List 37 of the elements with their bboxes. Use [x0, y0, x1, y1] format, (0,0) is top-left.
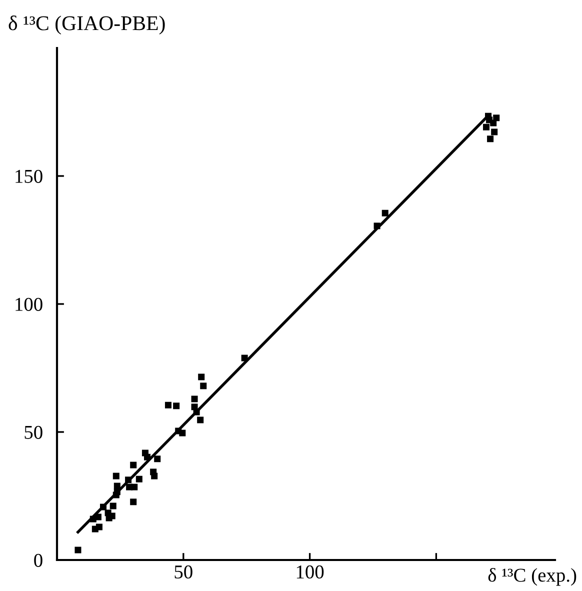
point	[491, 128, 498, 136]
point	[100, 504, 107, 510]
point	[493, 114, 500, 122]
point	[179, 430, 186, 436]
y-tick-label: 150	[16, 170, 42, 183]
y-tick-label: 50	[24, 426, 42, 439]
point	[374, 222, 380, 230]
point	[151, 472, 158, 480]
point	[130, 498, 137, 506]
point	[96, 524, 102, 530]
point	[131, 484, 138, 490]
point	[144, 454, 151, 460]
point	[114, 482, 120, 490]
point	[482, 124, 490, 130]
point	[197, 416, 204, 424]
point	[112, 472, 120, 480]
y-tick-label: 100	[16, 298, 42, 311]
point	[200, 382, 207, 390]
point	[154, 456, 161, 462]
point	[487, 136, 494, 142]
point	[173, 402, 180, 410]
point	[125, 476, 132, 484]
y-axis-title: δ ¹³C (GIAO-PBE)	[8, 16, 165, 34]
point	[164, 402, 172, 408]
point	[486, 116, 493, 124]
point	[94, 514, 102, 520]
point	[241, 354, 248, 362]
y-tick-label: 0	[34, 554, 42, 567]
x-axis-title: δ ¹³C (exp.)	[488, 568, 576, 586]
point	[136, 476, 142, 482]
point	[191, 396, 198, 402]
point	[74, 546, 82, 554]
point	[130, 462, 137, 468]
point	[382, 210, 388, 216]
point	[198, 374, 205, 380]
point	[193, 408, 200, 416]
point	[110, 502, 116, 510]
